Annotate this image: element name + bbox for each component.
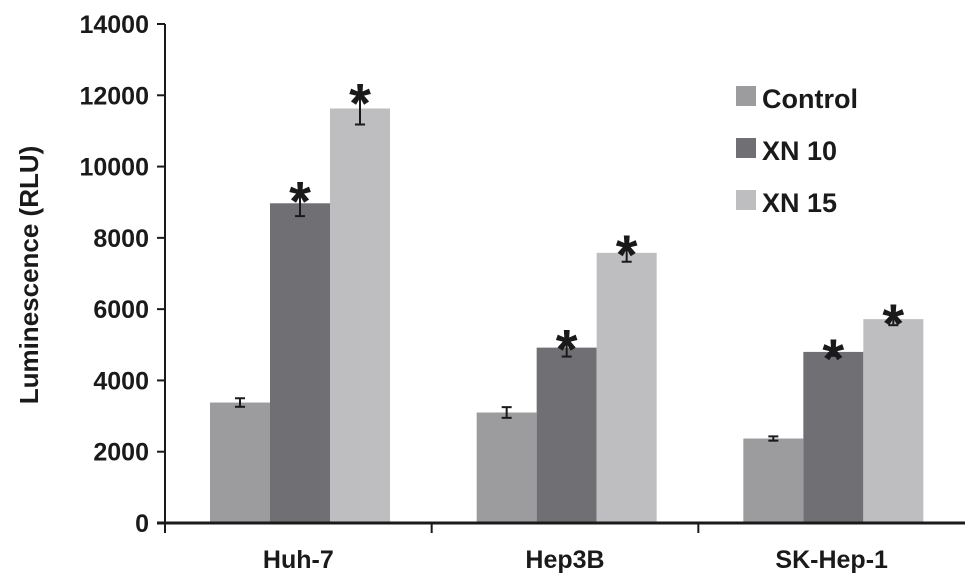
significance-marker: * bbox=[349, 71, 371, 134]
bar bbox=[476, 412, 537, 523]
y-axis-title: Luminescence (RLU) bbox=[14, 146, 44, 405]
x-tick-label: Huh-7 bbox=[263, 546, 334, 574]
bar bbox=[743, 438, 804, 523]
bar bbox=[863, 319, 924, 523]
legend: Control XN 10 XN 15 bbox=[736, 84, 858, 218]
y-tick-label: 0 bbox=[135, 510, 149, 538]
significance-marker: * bbox=[616, 223, 638, 286]
legend-swatch bbox=[736, 138, 756, 158]
significance-marker: * bbox=[882, 292, 904, 355]
significance-marker: * bbox=[822, 327, 844, 390]
error-bar bbox=[501, 406, 512, 419]
bar bbox=[803, 351, 864, 523]
legend-swatch bbox=[736, 86, 756, 106]
y-tick-label: 4000 bbox=[93, 367, 149, 395]
y-tick-label: 12000 bbox=[79, 82, 149, 110]
error-bar bbox=[768, 435, 779, 442]
bar bbox=[536, 347, 597, 523]
x-tick-label: Hep3B bbox=[525, 546, 604, 574]
legend-label: XN 10 bbox=[762, 136, 837, 166]
bar bbox=[596, 252, 657, 523]
legend-label: XN 15 bbox=[762, 188, 837, 218]
legend-label: Control bbox=[762, 84, 858, 114]
axes-layer: Huh-7 Hep3B SK-Hep-1 0 2000 4000 6000 8000 10000… bbox=[79, 11, 965, 574]
bar bbox=[330, 108, 390, 523]
legend-swatch bbox=[736, 190, 756, 210]
significance-marker: * bbox=[556, 318, 578, 381]
x-tick-label: SK-Hep-1 bbox=[775, 546, 888, 574]
bar bbox=[270, 203, 330, 523]
y-tick-label: 2000 bbox=[93, 439, 149, 467]
bar bbox=[210, 402, 270, 523]
error-bar bbox=[621, 242, 632, 263]
significance-marker: * bbox=[289, 169, 311, 232]
y-tick-label: 8000 bbox=[93, 225, 149, 253]
error-bar bbox=[235, 397, 245, 408]
error-bar bbox=[828, 346, 839, 357]
error-bar bbox=[888, 312, 899, 327]
error-bar bbox=[295, 189, 305, 218]
error-bar bbox=[355, 91, 365, 126]
error-bar bbox=[561, 337, 572, 358]
y-tick-label: 6000 bbox=[93, 296, 149, 324]
y-tick-label: 14000 bbox=[79, 11, 149, 39]
bars-layer: * * * * * * bbox=[210, 71, 924, 523]
y-tick-label: 10000 bbox=[79, 154, 149, 182]
